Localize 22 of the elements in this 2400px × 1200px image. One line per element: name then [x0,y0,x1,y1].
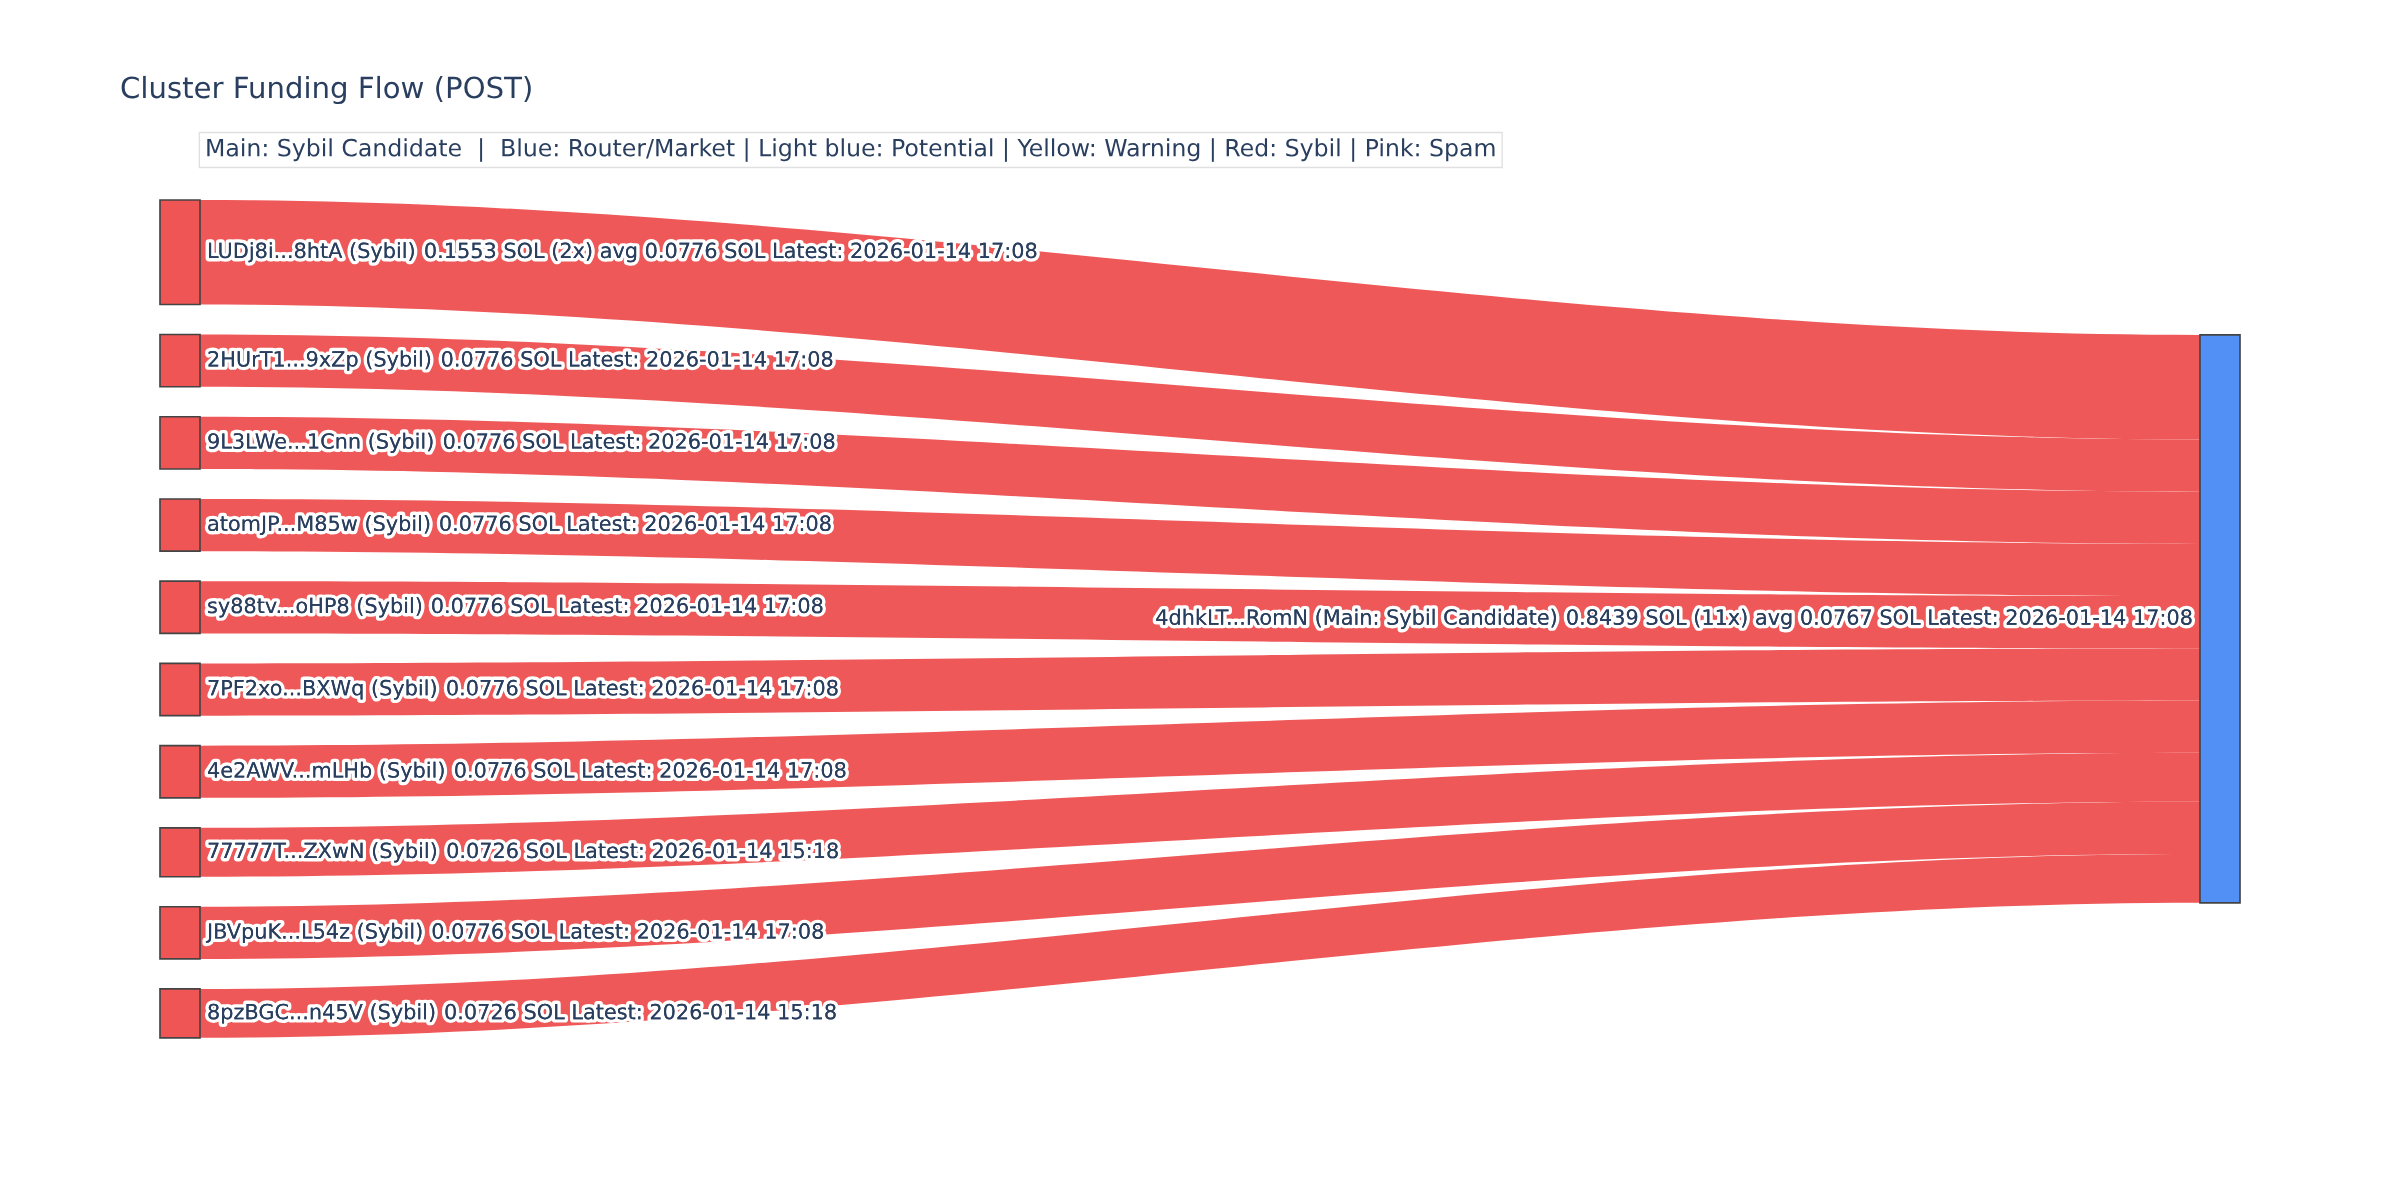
data-label: 0.0726 SOL Latest: 2026-01-14 15:18 [447,842,838,859]
data-label: 0.0776 SOL Latest: 2026-01-14 17:08 [432,923,823,939]
category-label: 4e2AWV...mLHb (Sybil) [208,761,444,782]
category-label: sy88tv...oHP8 (Sybil) [208,597,422,618]
category-label: 77777T...ZXwN (Sybil) [208,842,436,863]
text: Main: Sybil Candidate | Blue: Router/Market | Light blue: Potential | Yellow: Warning | Red: Sybil | Pink: Spam [207,138,1495,162]
data-label: 0.0776 SOL Latest: 2026-01-14 17:08 [455,762,846,778]
data-label: 0.8439 SOL (11x) avg 0.0767 SOL Latest: 2026-01-14 17:08 [1567,608,2192,629]
data-label: 0.0776 SOL Latest: 2026-01-14 17:08 [440,515,831,532]
category-label: 7PF2xo...BXWq (Sybil) [208,679,436,700]
category-label: LUDj8i...8htA (Sybil) [209,242,414,263]
data-label: 0.0776 SOL Latest: 2026-01-14 17:08 [432,597,823,614]
category-label: JBVpuK...L54z (Sybil) [205,922,422,943]
category-label: 2HUrT1...9xZp (Sybil) [208,350,431,371]
category-label: 8pzBGC...n45V (Sybil) [208,1003,435,1024]
data-label: 0.0776 SOL Latest: 2026-01-14 17:08 [447,679,838,696]
category-label: 4dhkLT...RomN (Main: Sybil Candidate) [1156,608,1556,629]
data-label: 0.0776 SOL Latest: 2026-01-14 17:08 [444,433,835,449]
text: Cluster Funding Flow (POST) [121,75,531,105]
data-label: 0.0726 SOL Latest: 2026-01-14 15:18 [445,1003,836,1020]
category-label: 9L3LWe...1Cnn (Sybil) [208,432,433,453]
category-label: atomJP...M85w (Sybil) [208,515,430,536]
